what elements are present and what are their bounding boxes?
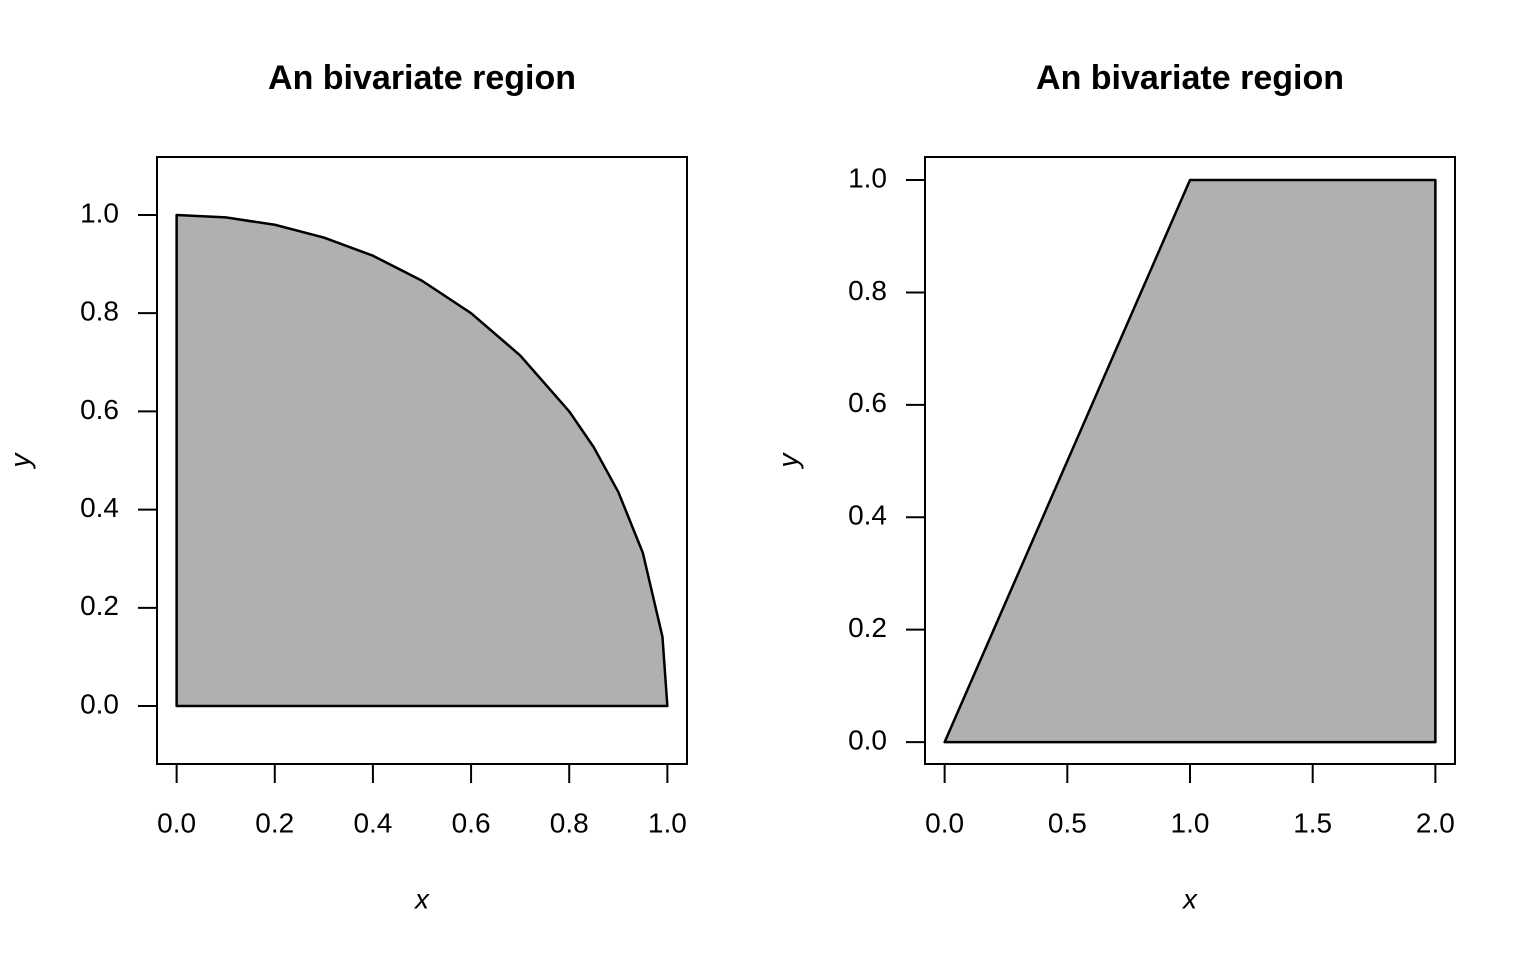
y-tick-label: 0.8 — [80, 296, 119, 327]
chart-title: An bivariate region — [268, 59, 576, 97]
y-tick-label: 0.2 — [848, 612, 887, 643]
y-tick-label: 0.4 — [80, 492, 119, 523]
y-axis-label: y — [4, 452, 35, 470]
y-tick-label: 0.4 — [848, 500, 887, 531]
x-tick-label: 1.0 — [1171, 807, 1210, 838]
x-tick-label: 1.5 — [1293, 807, 1332, 838]
y-tick-label: 0.8 — [848, 275, 887, 306]
chart-title: An bivariate region — [1036, 59, 1344, 97]
y-tick-label: 0.2 — [80, 590, 119, 621]
y-tick-label: 0.0 — [848, 724, 887, 755]
y-axis-label: y — [772, 452, 803, 470]
y-tick-label: 0.0 — [80, 688, 119, 719]
y-tick-label: 1.0 — [848, 162, 887, 193]
x-tick-label: 0.4 — [353, 807, 392, 838]
x-axis-label: x — [413, 883, 430, 914]
x-tick-label: 2.0 — [1416, 807, 1455, 838]
y-tick-label: 0.6 — [80, 394, 119, 425]
x-tick-label: 0.8 — [550, 807, 589, 838]
x-axis-label: x — [1181, 883, 1198, 914]
x-tick-label: 0.0 — [925, 807, 964, 838]
region — [175, 213, 669, 708]
y-tick-label: 0.6 — [848, 387, 887, 418]
x-tick-label: 0.0 — [157, 807, 196, 838]
x-tick-label: 1.0 — [648, 807, 687, 838]
x-tick-label: 0.5 — [1048, 807, 1087, 838]
x-tick-label: 0.2 — [255, 807, 294, 838]
y-tick-label: 1.0 — [80, 197, 119, 228]
region — [943, 178, 1437, 744]
x-tick-label: 0.6 — [452, 807, 491, 838]
